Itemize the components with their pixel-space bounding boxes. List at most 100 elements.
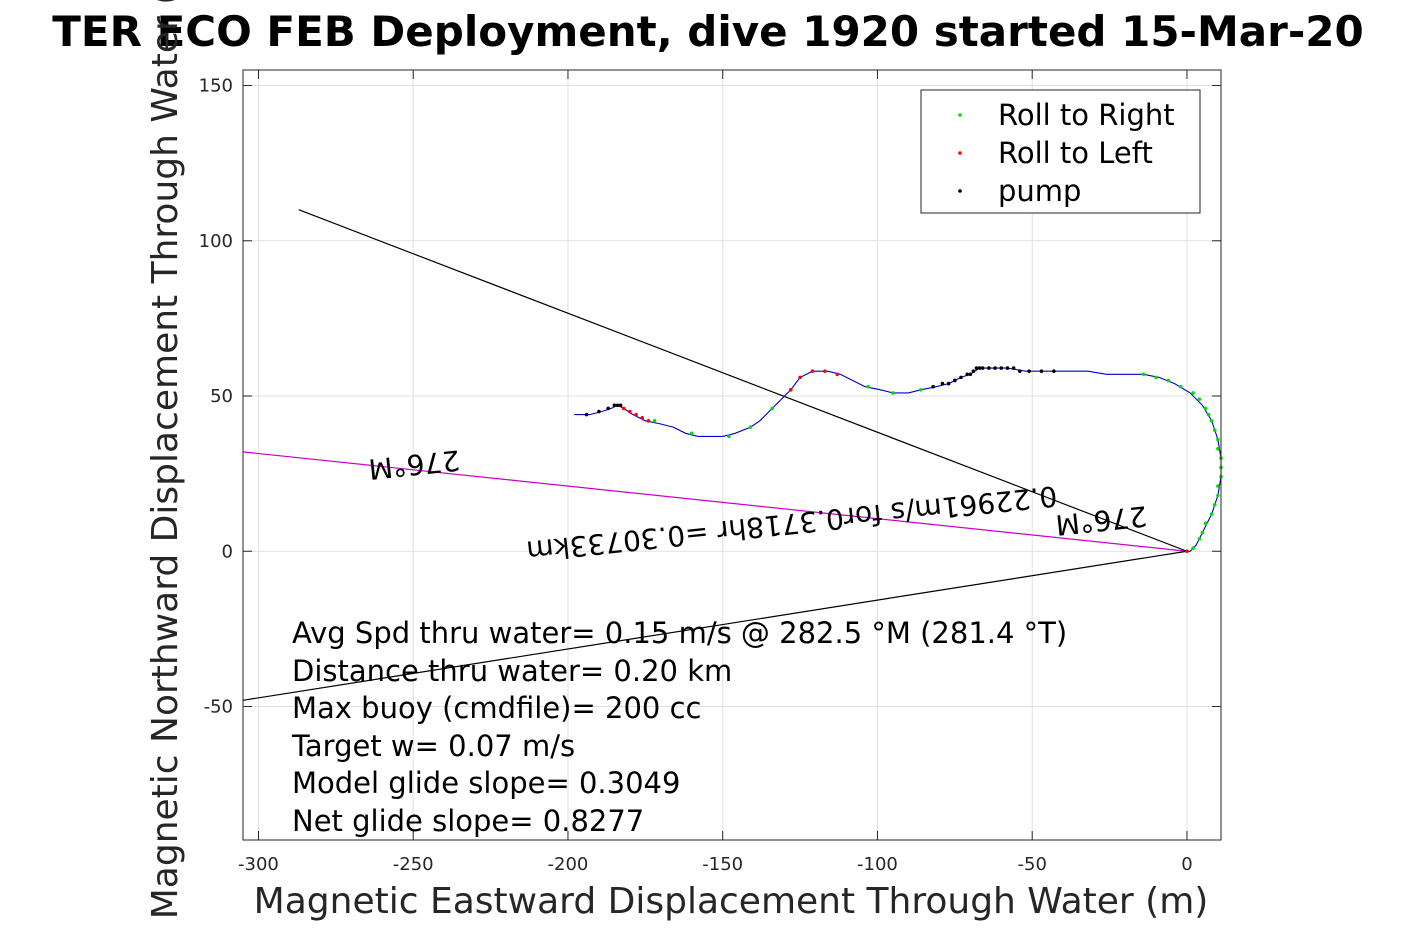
pump-point [606,406,611,411]
legend-label-roll-right: Roll to Right [998,98,1175,132]
pump-point [999,366,1004,370]
heading-annotation: 276°M [367,443,462,485]
pump-point [584,412,589,417]
black-line-upper [298,209,1188,552]
pump-point [980,366,985,370]
pump-point [1011,366,1016,370]
roll-right-point [1203,521,1208,526]
legend-marker-roll-right [958,113,962,117]
pump-point [612,403,617,408]
legend-marker-pump [958,189,962,193]
glider-track [574,367,1222,552]
pump-point [965,372,970,377]
roll-right-point [918,387,923,392]
roll-left-point [810,369,815,373]
pump-point [993,366,997,370]
y-tick-label: 50 [210,386,233,407]
stats-block: Avg Spd thru water= 0.15 m/s @ 282.5 °M … [291,616,1067,838]
roll-right-point [689,431,694,436]
roll-right-point [891,391,895,395]
reference-lines [242,209,1188,701]
roll-left-point [628,409,632,414]
x-tick-label: -150 [702,854,743,875]
legend-marker-roll-left [958,151,962,155]
roll-right-point [1203,406,1208,411]
roll-right-point [1209,512,1214,516]
roll-right-point [1213,428,1217,432]
stat-max-buoy: Max buoy (cmdfile)= 200 cc [292,691,701,725]
pump-point [940,381,945,386]
legend-label-roll-left: Roll to Left [998,136,1153,170]
roll-right-point [1216,446,1220,451]
x-tick-label: -300 [238,854,279,875]
roll-right-point [1141,372,1146,377]
roll-left-point [789,387,793,392]
roll-right-point [1209,419,1214,423]
x-tick-label: -250 [393,854,434,875]
roll-right-point [1166,378,1171,383]
heading-annotation: 0.22961m/s for0.3718hr =0.30733km [525,479,1059,568]
roll-right-point [748,425,753,429]
stat-target-w: Target w= 0.07 m/s [291,729,575,763]
pump-point [946,381,951,386]
pump-point [597,409,601,414]
y-tick-label: 0 [222,541,233,562]
heading-line-276 [242,451,1188,552]
roll-left-point [798,375,802,380]
stat-avg-speed: Avg Spd thru water= 0.15 m/s @ 282.5 °M … [292,616,1067,650]
roll-right-point [1191,391,1195,395]
y-axis-label: Magnetic Northward Displacement Through … [145,0,186,919]
pump-point [974,366,979,370]
pump-point [618,403,623,408]
roll-and-pump-markers [584,366,1223,554]
stat-net-glide-slope: Net glide slope= 0.8277 [292,804,644,838]
black-line-lower [242,550,1188,701]
pump-point [977,366,982,370]
x-tick-label: -200 [548,854,589,875]
roll-right-point [1216,437,1220,442]
roll-right-point [1178,384,1183,389]
roll-left-point [646,419,651,423]
pump-point [971,369,976,373]
pump-point [1039,369,1044,373]
roll-left-point [1185,549,1189,554]
pump-point [959,375,963,380]
pump-point [987,366,991,370]
y-tick-label: 150 [199,76,233,97]
pump-point [1027,369,1031,373]
roll-left-point [835,372,840,377]
roll-right-point [1216,493,1220,498]
pump-point [1018,369,1022,373]
pump-point [615,403,620,408]
roll-right-point [1213,502,1217,507]
x-axis-label: Magnetic Eastward Displacement Through W… [254,881,1209,922]
roll-left-point [640,415,645,420]
x-tick-label: -100 [857,854,898,875]
pump-point [931,384,935,389]
roll-left-point [621,406,626,411]
x-tick-label: -50 [1018,854,1047,875]
roll-right-point [1216,484,1220,488]
roll-right-point [727,434,731,439]
roll-right-point [1197,397,1202,401]
pump-point [1005,366,1010,370]
stat-distance: Distance thru water= 0.20 km [292,654,732,688]
chart-title: TER ECO FEB Deployment, dive 1920 starte… [52,7,1363,56]
roll-right-point [1206,412,1211,417]
stat-model-glide-slope: Model glide slope= 0.3049 [292,766,680,800]
roll-right-point [866,384,870,389]
roll-right-point [1197,537,1202,541]
roll-right-point [1200,530,1205,535]
roll-left-point [823,369,827,373]
legend: Roll to Right Roll to Left pump [920,89,1201,214]
pump-point [953,378,957,383]
y-tick-label: 100 [199,231,233,252]
legend-box [920,89,1201,214]
roll-right-point [1154,375,1158,380]
y-tick-label: -50 [204,696,233,717]
roll-left-point [634,412,638,417]
x-tick-label: 0 [1181,854,1192,875]
legend-label-pump: pump [998,174,1081,208]
roll-right-point [1191,546,1195,550]
